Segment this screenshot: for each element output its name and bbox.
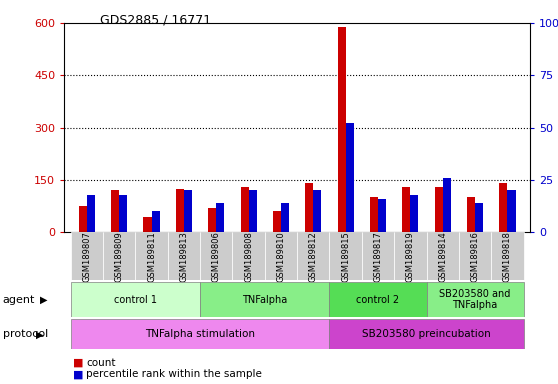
Bar xyxy=(200,282,329,317)
Text: protocol: protocol xyxy=(3,329,48,339)
Bar xyxy=(329,319,523,349)
Bar xyxy=(240,187,249,232)
Bar xyxy=(435,187,442,232)
Text: TNFalpha stimulation: TNFalpha stimulation xyxy=(145,329,255,339)
Bar xyxy=(233,232,265,280)
Text: GDS2885 / 16771: GDS2885 / 16771 xyxy=(100,13,211,26)
Text: ▶: ▶ xyxy=(36,329,44,339)
Text: GSM189809: GSM189809 xyxy=(115,231,124,282)
Text: TNFalpha: TNFalpha xyxy=(242,295,287,305)
Bar xyxy=(200,232,233,280)
Bar xyxy=(79,206,87,232)
Bar xyxy=(273,211,281,232)
Bar xyxy=(168,232,200,280)
Text: control 2: control 2 xyxy=(357,295,400,305)
Bar xyxy=(362,232,394,280)
Text: count: count xyxy=(86,358,116,368)
Bar xyxy=(475,203,483,232)
Bar xyxy=(111,190,119,232)
Bar xyxy=(402,187,410,232)
Bar xyxy=(426,282,523,317)
Bar xyxy=(338,26,345,232)
Text: GSM189806: GSM189806 xyxy=(211,231,221,282)
Bar xyxy=(467,197,475,232)
Text: GSM189816: GSM189816 xyxy=(470,231,479,282)
Bar xyxy=(305,184,313,232)
Bar xyxy=(507,190,516,232)
Bar xyxy=(176,189,184,232)
Bar xyxy=(313,190,321,232)
Text: GSM189817: GSM189817 xyxy=(373,231,383,282)
Bar xyxy=(345,124,354,232)
Text: GSM189811: GSM189811 xyxy=(147,231,156,282)
Bar xyxy=(136,232,168,280)
Bar xyxy=(370,197,378,232)
Bar xyxy=(71,232,103,280)
Text: GSM189815: GSM189815 xyxy=(341,231,350,282)
Text: ■: ■ xyxy=(73,369,83,379)
Text: control 1: control 1 xyxy=(114,295,157,305)
Bar xyxy=(394,232,426,280)
Text: GSM189818: GSM189818 xyxy=(503,231,512,282)
Bar xyxy=(378,199,386,232)
Text: ■: ■ xyxy=(73,358,83,368)
Text: percentile rank within the sample: percentile rank within the sample xyxy=(86,369,262,379)
Bar xyxy=(184,190,192,232)
Text: GSM189807: GSM189807 xyxy=(83,231,92,282)
Text: SB203580 and
TNFalpha: SB203580 and TNFalpha xyxy=(439,289,511,310)
Bar xyxy=(442,178,451,232)
Text: agent: agent xyxy=(3,295,35,305)
Text: SB203580 preincubation: SB203580 preincubation xyxy=(362,329,491,339)
Bar xyxy=(208,208,217,232)
Text: GSM189814: GSM189814 xyxy=(438,231,448,282)
Text: GSM189812: GSM189812 xyxy=(309,231,318,282)
Text: GSM189813: GSM189813 xyxy=(179,231,189,282)
Bar xyxy=(281,203,289,232)
Bar xyxy=(265,232,297,280)
Bar xyxy=(329,282,426,317)
Text: GSM189808: GSM189808 xyxy=(244,231,253,282)
Bar xyxy=(426,232,459,280)
Bar xyxy=(249,190,257,232)
Bar xyxy=(491,232,523,280)
Bar xyxy=(297,232,329,280)
Text: ▶: ▶ xyxy=(40,295,47,305)
Bar xyxy=(87,195,95,232)
Bar xyxy=(103,232,136,280)
Bar xyxy=(71,282,200,317)
Bar xyxy=(499,184,507,232)
Text: GSM189810: GSM189810 xyxy=(276,231,286,282)
Bar xyxy=(217,203,224,232)
Bar xyxy=(410,195,418,232)
Bar xyxy=(143,217,152,232)
Bar xyxy=(459,232,491,280)
Bar xyxy=(119,195,127,232)
Bar xyxy=(329,232,362,280)
Text: GSM189819: GSM189819 xyxy=(406,231,415,282)
Bar xyxy=(71,319,329,349)
Bar xyxy=(152,211,160,232)
